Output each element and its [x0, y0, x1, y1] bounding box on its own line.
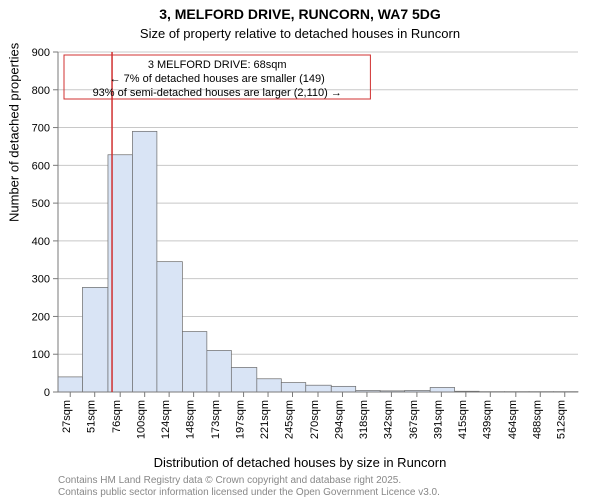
svg-text:400: 400: [32, 236, 50, 248]
svg-text:173sqm: 173sqm: [210, 400, 222, 439]
svg-text:270sqm: 270sqm: [309, 400, 321, 439]
histogram-bar: [207, 350, 231, 392]
histogram-bar: [182, 332, 206, 392]
svg-text:148sqm: 148sqm: [185, 400, 197, 439]
svg-text:318sqm: 318sqm: [358, 400, 370, 439]
chart-container: { "title": "3, MELFORD DRIVE, RUNCORN, W…: [0, 0, 600, 500]
svg-text:415sqm: 415sqm: [457, 400, 469, 439]
histogram-bar: [231, 367, 256, 392]
svg-text:221sqm: 221sqm: [259, 400, 271, 439]
svg-text:391sqm: 391sqm: [432, 400, 444, 439]
svg-text:439sqm: 439sqm: [481, 400, 493, 439]
svg-text:294sqm: 294sqm: [333, 400, 345, 439]
svg-text:← 7% of detached houses are sm: ← 7% of detached houses are smaller (149…: [110, 73, 325, 85]
svg-text:197sqm: 197sqm: [235, 400, 247, 439]
svg-text:900: 900: [32, 47, 50, 59]
svg-text:93% of semi-detached houses ar: 93% of semi-detached houses are larger (…: [93, 87, 342, 99]
svg-text:512sqm: 512sqm: [556, 400, 568, 439]
histogram-bar: [430, 387, 454, 392]
svg-text:367sqm: 367sqm: [408, 400, 420, 439]
svg-text:245sqm: 245sqm: [284, 400, 296, 439]
svg-text:27sqm: 27sqm: [61, 400, 73, 433]
svg-text:800: 800: [32, 85, 50, 97]
svg-text:600: 600: [32, 160, 50, 172]
histogram-bar: [257, 379, 281, 392]
svg-text:300: 300: [32, 274, 50, 286]
histogram-chart: 0 100 200 300 400 500 600 700 800 900 27sqm 51sqm 76…: [0, 0, 600, 500]
svg-text:500: 500: [32, 198, 50, 210]
svg-text:124sqm: 124sqm: [160, 400, 172, 439]
svg-text:0: 0: [44, 387, 50, 399]
svg-text:100: 100: [32, 349, 50, 361]
histogram-bar: [281, 383, 305, 392]
histogram-bar: [132, 131, 156, 392]
svg-text:76sqm: 76sqm: [111, 400, 123, 433]
histogram-bar: [157, 262, 182, 392]
histogram-bar: [306, 385, 331, 392]
svg-text:700: 700: [32, 123, 50, 135]
svg-text:342sqm: 342sqm: [382, 400, 394, 439]
histogram-bar: [58, 377, 82, 392]
svg-text:464sqm: 464sqm: [507, 400, 519, 439]
svg-text:488sqm: 488sqm: [531, 400, 543, 439]
histogram-bar: [82, 287, 107, 392]
svg-text:100sqm: 100sqm: [136, 400, 148, 439]
svg-text:200: 200: [32, 311, 50, 323]
histogram-bar: [331, 386, 355, 392]
svg-text:3 MELFORD DRIVE: 68sqm: 3 MELFORD DRIVE: 68sqm: [148, 59, 287, 71]
svg-text:51sqm: 51sqm: [86, 400, 98, 433]
